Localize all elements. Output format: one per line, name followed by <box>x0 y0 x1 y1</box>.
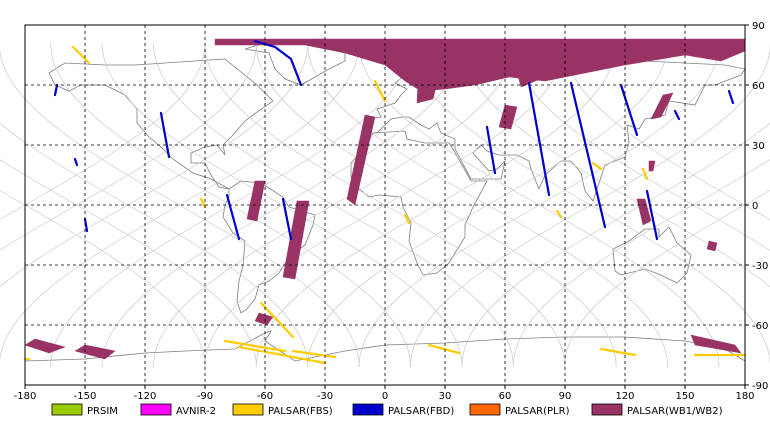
coverage-track <box>53 83 59 97</box>
orbit-track <box>0 49 360 368</box>
coverage-swath <box>24 338 66 354</box>
coverage-swath <box>254 312 274 326</box>
legend-label: PALSAR(FBD) <box>388 406 454 417</box>
coverage-data-layer <box>23 38 747 365</box>
y-tick-label: 0 <box>752 201 758 212</box>
coverage-track <box>71 45 91 65</box>
coverage-swath <box>498 104 518 130</box>
coverage-swath <box>706 240 718 252</box>
axis-ticks: -180 -150 -120 -90 -60 -30 0 30 60 90 120 150 180 90 6… <box>14 21 769 402</box>
x-tick-label: -60 <box>257 391 273 402</box>
coverage-swath <box>510 48 546 88</box>
legend-swatch <box>51 403 83 416</box>
coverage-track <box>555 209 563 219</box>
y-tick-label: -60 <box>752 321 768 332</box>
australia-outline <box>612 226 692 284</box>
coverage-swath <box>74 344 116 360</box>
coverage-track <box>527 81 551 197</box>
coverage-track <box>225 193 241 241</box>
coverage-track <box>223 339 287 353</box>
coverage-swath <box>648 160 656 172</box>
legend-swatch <box>140 403 172 416</box>
legend-swatch <box>232 403 264 416</box>
y-tick-label: -90 <box>752 381 768 392</box>
orbit-track <box>358 42 720 368</box>
coverage-swath <box>650 92 674 120</box>
orbit-track <box>255 42 617 368</box>
coverage-track <box>569 81 607 229</box>
coverage-swath <box>282 200 310 280</box>
legend-swatch <box>591 403 623 416</box>
legend-label: AVNIR-2 <box>176 406 216 417</box>
orbit-track <box>0 42 206 220</box>
legend-label: PALSAR(FBS) <box>268 406 333 417</box>
coverage-track <box>485 125 497 175</box>
coverage-track <box>645 189 659 241</box>
x-tick-label: 90 <box>559 391 572 402</box>
coverage-track <box>291 349 337 359</box>
coverage-track <box>403 213 411 225</box>
legend-label: PALSAR(WB1/WB2) <box>627 406 723 417</box>
coverage-track <box>199 197 207 209</box>
coverage-track <box>427 343 461 355</box>
legend-swatch <box>352 403 384 416</box>
coverage-track <box>599 347 637 357</box>
coverage-track <box>591 161 603 171</box>
coverage-track <box>727 89 735 105</box>
legend-swatch <box>469 403 501 416</box>
x-tick-label: -150 <box>74 391 97 402</box>
coverage-swath <box>416 50 446 104</box>
coverage-track <box>73 157 79 167</box>
x-tick-label: -30 <box>317 391 333 402</box>
x-tick-label: 60 <box>499 391 512 402</box>
grid-layer <box>25 25 745 385</box>
legend: PRSIM AVNIR-2 PALSAR(FBS) PALSAR(FBD) PALSAR… <box>51 403 723 417</box>
coverage-track <box>673 109 681 121</box>
x-tick-label: -120 <box>134 391 157 402</box>
x-tick-label: 30 <box>439 391 452 402</box>
coverage-track <box>253 39 303 87</box>
coverage-swath <box>636 198 652 226</box>
coverage-track <box>237 345 327 365</box>
africa-outline <box>350 130 488 276</box>
coverage-track <box>619 83 639 137</box>
y-tick-label: 30 <box>752 141 765 152</box>
coverage-swath <box>690 334 742 354</box>
legend-label: PRSIM <box>87 406 118 417</box>
coverage-track <box>281 197 293 241</box>
legend-label: PALSAR(PLR) <box>505 406 570 417</box>
x-tick-label: -90 <box>197 391 213 402</box>
x-tick-label: 0 <box>382 391 388 402</box>
coverage-track <box>641 167 649 181</box>
coverage-swath <box>246 180 266 222</box>
orbit-track <box>0 159 257 368</box>
orbit-track <box>101 42 463 368</box>
coverage-track <box>259 301 295 339</box>
y-tick-label: 90 <box>752 21 765 32</box>
x-tick-label: -180 <box>14 391 37 402</box>
x-tick-label: 120 <box>615 391 634 402</box>
y-tick-label: 60 <box>752 81 765 92</box>
coverage-track <box>83 217 89 233</box>
x-tick-label: 180 <box>735 391 754 402</box>
south-america-outline <box>222 180 316 314</box>
coverage-track <box>373 79 387 103</box>
coverage-track <box>159 111 171 159</box>
orbit-track <box>0 190 206 368</box>
y-tick-label: -30 <box>752 261 768 272</box>
x-tick-label: 150 <box>675 391 694 402</box>
